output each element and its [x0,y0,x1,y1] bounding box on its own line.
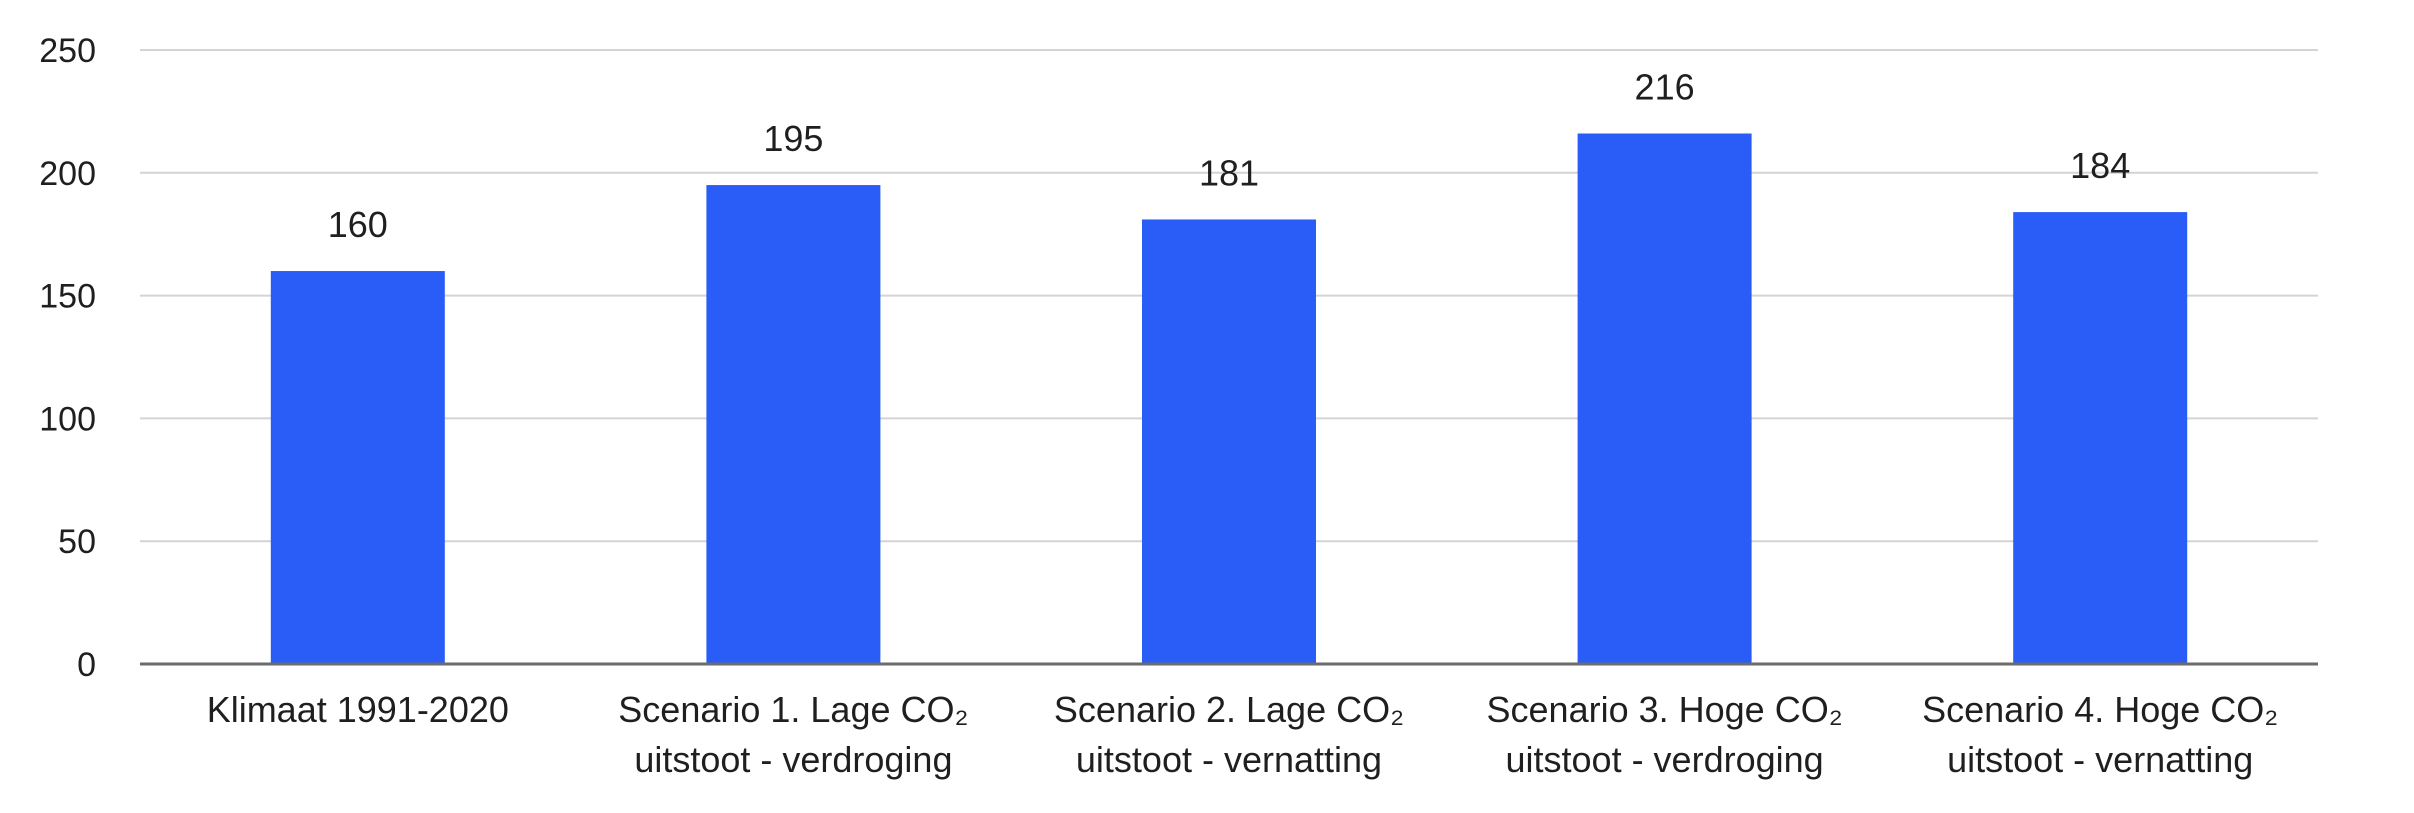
bar [2013,212,2188,664]
y-tick-label: 250 [39,32,96,70]
category-label: uitstoot - vernatting [1947,739,2253,780]
data-label: 216 [1635,67,1695,108]
category-label: uitstoot - verdroging [634,739,952,780]
bar [270,271,445,664]
category-label: Scenario 1. Lage CO₂ [618,689,968,730]
bars [270,133,2188,665]
category-label: Klimaat 1991-2020 [207,689,509,730]
data-label: 160 [328,204,388,245]
y-tick-label: 100 [39,400,96,438]
y-tick-label: 200 [39,155,96,193]
data-label: 195 [763,118,823,159]
x-axis-category-labels: Klimaat 1991-2020 Scenario 1. Lage CO₂ uit… [207,689,2279,780]
y-tick-label: 150 [39,278,96,316]
bar [706,185,881,664]
y-tick-label: 0 [77,646,96,684]
category-label: uitstoot - verdroging [1506,739,1824,780]
bar [1577,133,1752,664]
data-label: 181 [1199,152,1259,193]
category-label: Scenario 2. Lage CO₂ [1054,689,1404,730]
bar [1142,219,1316,665]
y-axis-tick-labels: 0 50 100 150 200 250 [39,32,96,684]
category-label: uitstoot - vernatting [1076,739,1382,780]
category-label: Scenario 3. Hoge CO₂ [1487,689,1843,730]
category-label: Scenario 4. Hoge CO₂ [1922,689,2278,730]
y-tick-label: 50 [58,523,96,561]
data-labels: 160 195 181 216 184 [328,67,2130,246]
data-label: 184 [2070,145,2130,186]
